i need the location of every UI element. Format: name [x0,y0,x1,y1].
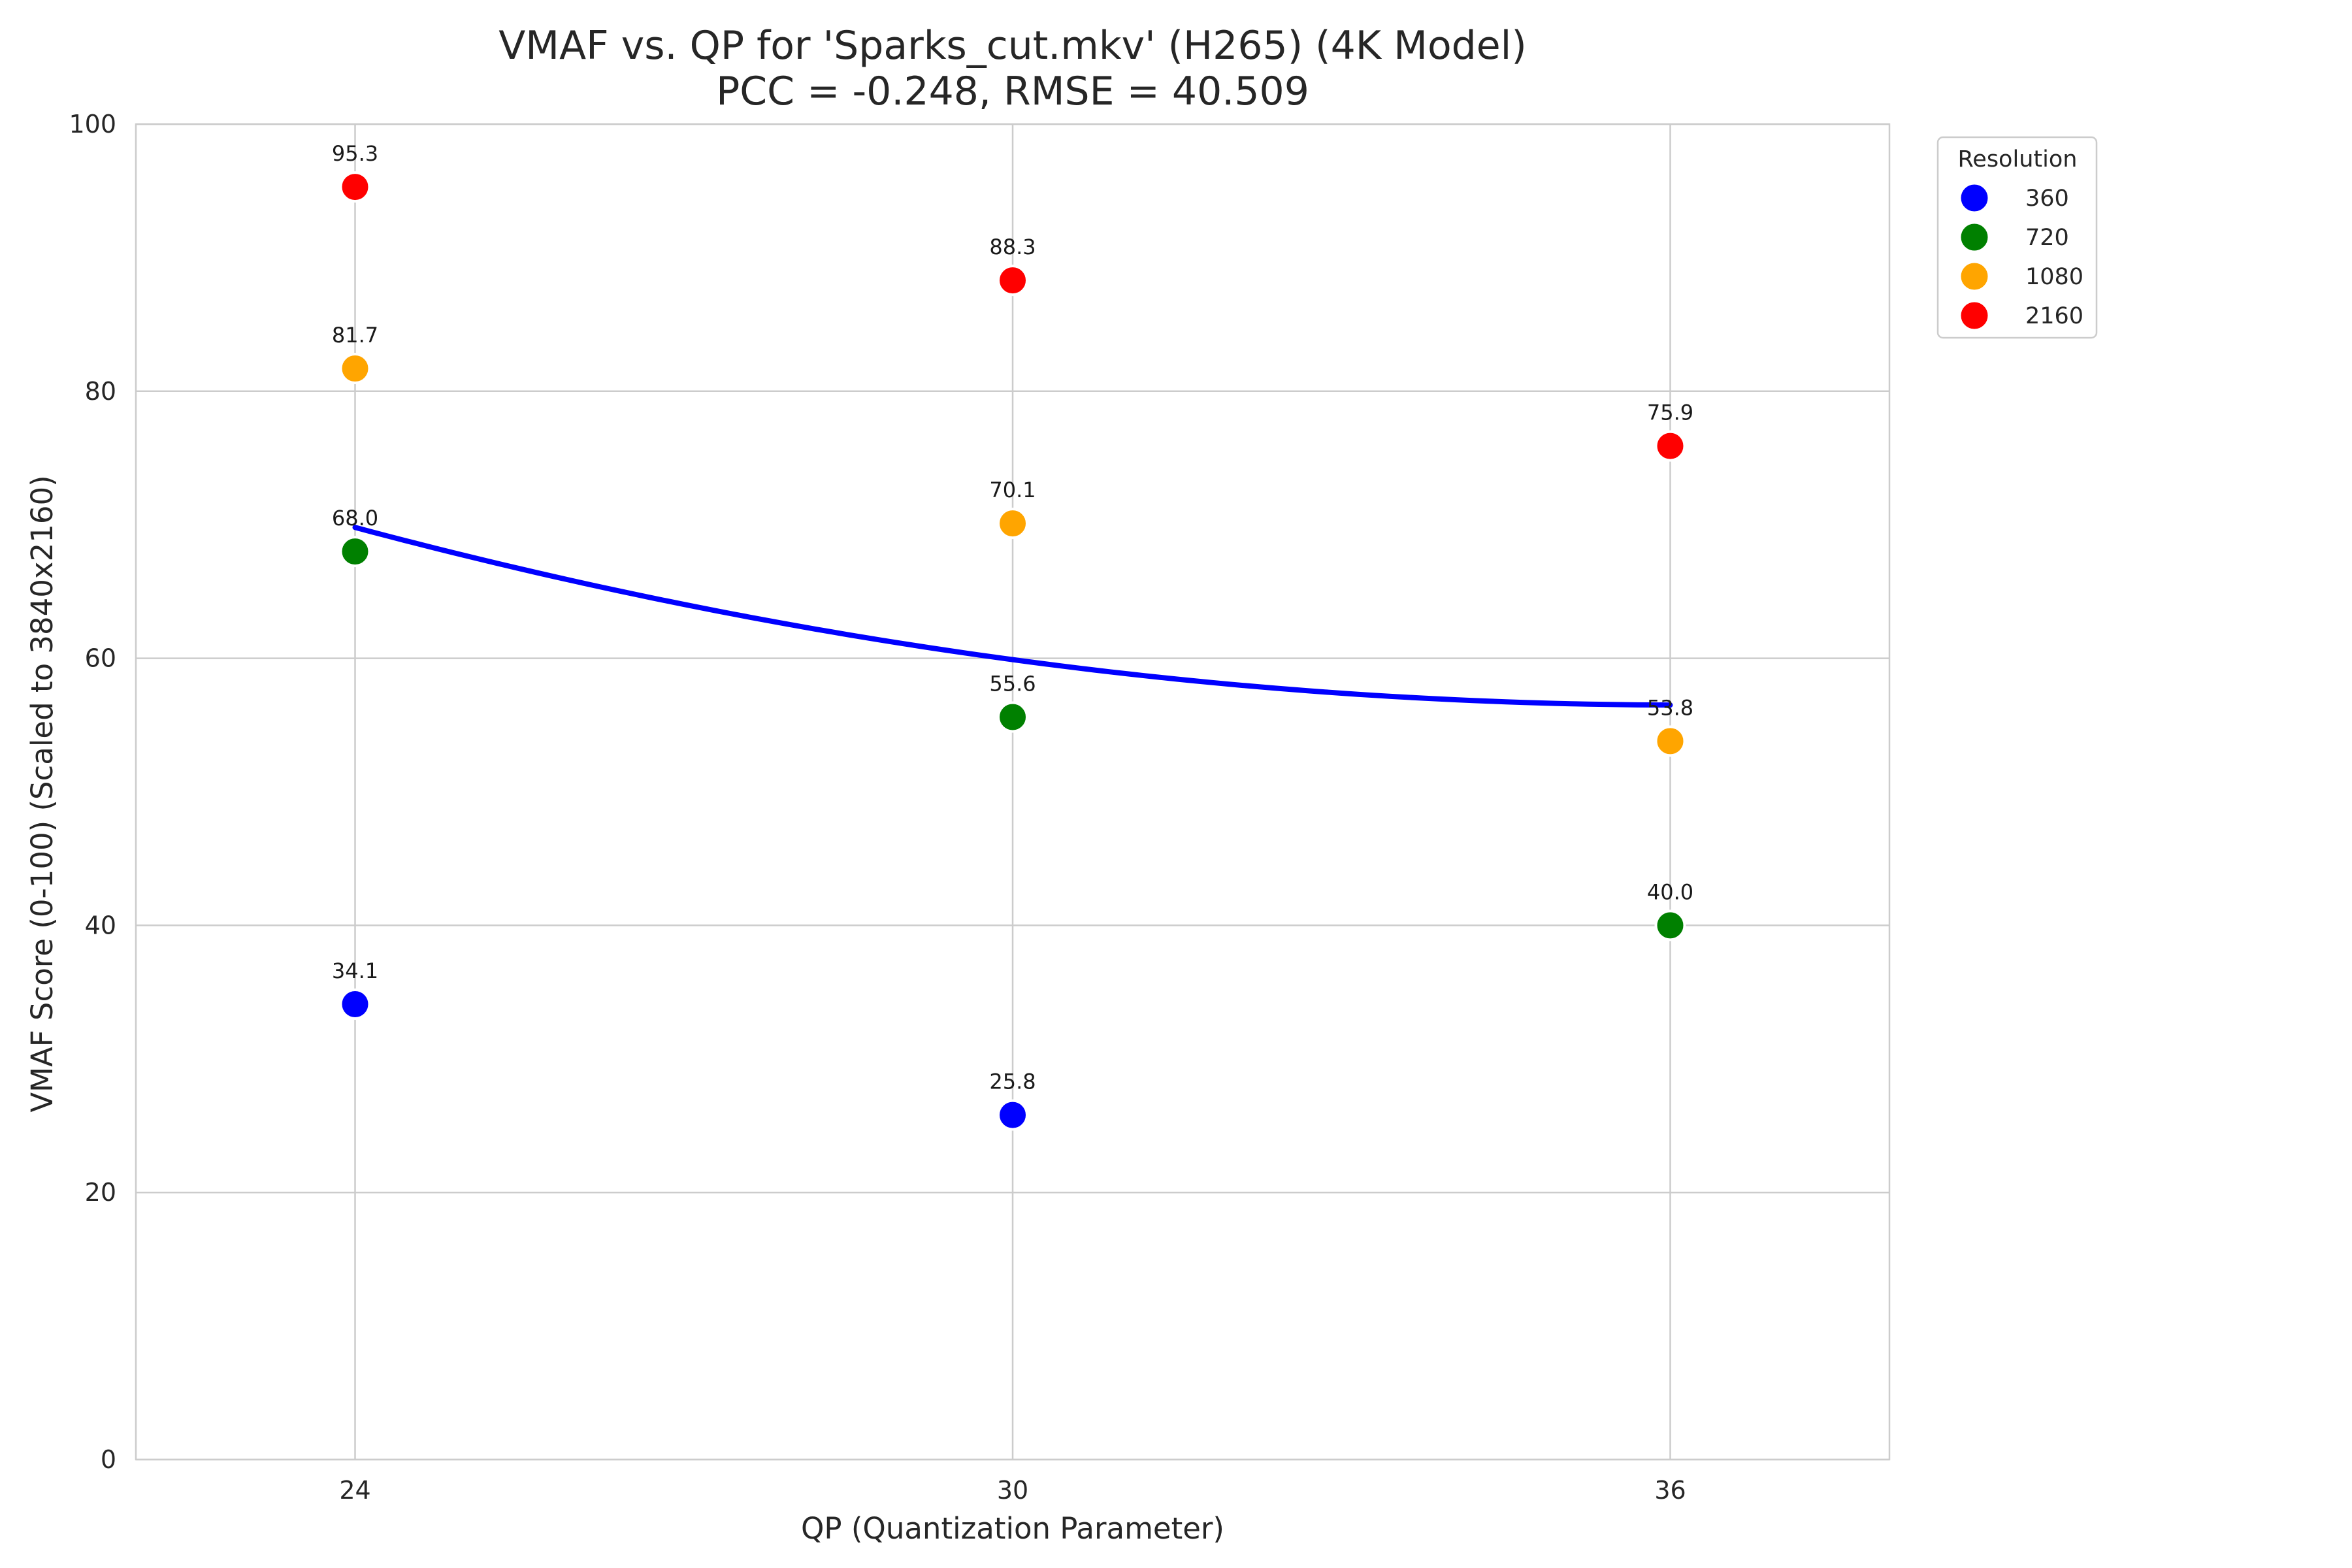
legend-marker-720 [1959,221,1990,253]
data-label-2160-qp24: 95.3 [332,141,378,166]
x-tick-label-30: 30 [997,1476,1028,1505]
data-label-2160-qp30: 88.3 [989,235,1036,259]
data-label-360-qp24: 34.1 [332,958,378,983]
legend: Resolution 360 720 1080 2160 [1936,136,2098,339]
data-label-720-qp30: 55.6 [989,672,1036,696]
legend-items: 360 720 1080 2160 [1959,182,2083,331]
x-tick-label-24: 24 [339,1476,370,1505]
fit-curve-layer [352,525,1673,708]
data-labels: 34.1 25.8 68.0 55.6 40.0 81.7 70.1 53.8 95.3 88.3… [332,141,1693,1094]
point-720-qp24 [339,536,371,568]
data-label-1080-qp30: 70.1 [989,478,1036,502]
y-tick-label-60: 60 [85,644,116,673]
point-360-qp24 [339,988,371,1020]
legend-label-720: 720 [2025,225,2069,251]
data-label-1080-qp36: 53.8 [1647,695,1693,720]
legend-marker-2160 [1959,300,1990,331]
chart-subtitle: PCC = -0.248, RMSE = 40.509 [716,69,1309,114]
point-1080-qp30 [997,508,1028,540]
legend-title: Resolution [1958,146,2078,172]
y-axis-label: VMAF Score (0-100) (Scaled to 3840x2160) [25,475,59,1112]
data-label-1080-qp24: 81.7 [332,323,378,348]
y-tick-label-20: 20 [85,1178,116,1207]
point-2160-qp30 [997,265,1028,297]
legend-label-360: 360 [2025,186,2069,212]
plot-frame [135,123,1891,1461]
data-points [339,171,1686,1131]
legend-marker-360 [1959,182,1990,214]
point-720-qp36 [1654,909,1686,941]
legend-label-1080: 1080 [2025,264,2083,290]
point-1080-qp36 [1654,725,1686,757]
data-label-720-qp24: 68.0 [332,506,378,531]
point-1080-qp24 [339,353,371,385]
y-tick-label-100: 100 [69,110,116,139]
x-axis-label: QP (Quantization Parameter) [801,1511,1224,1546]
fit-curve [352,525,1673,708]
data-label-2160-qp36: 75.9 [1647,400,1693,425]
legend-label-2160: 2160 [2025,303,2083,329]
y-tick-label-40: 40 [85,911,116,939]
x-tick-label-36: 36 [1654,1476,1686,1505]
legend-marker-1080 [1959,261,1990,292]
y-tick-label-80: 80 [85,377,116,406]
y-tick-label-0: 0 [101,1445,116,1474]
chart-title: VMAF vs. QP for 'Sparks_cut.mkv' (H265) … [498,23,1526,69]
point-2160-qp36 [1654,430,1686,462]
point-720-qp30 [997,701,1028,733]
axis-ticks: 0 20 40 60 80 100 24 30 36 [69,110,1686,1505]
data-label-360-qp30: 25.8 [989,1070,1036,1094]
point-360-qp30 [997,1099,1028,1131]
data-label-720-qp36: 40.0 [1647,879,1693,904]
point-2160-qp24 [339,171,371,203]
